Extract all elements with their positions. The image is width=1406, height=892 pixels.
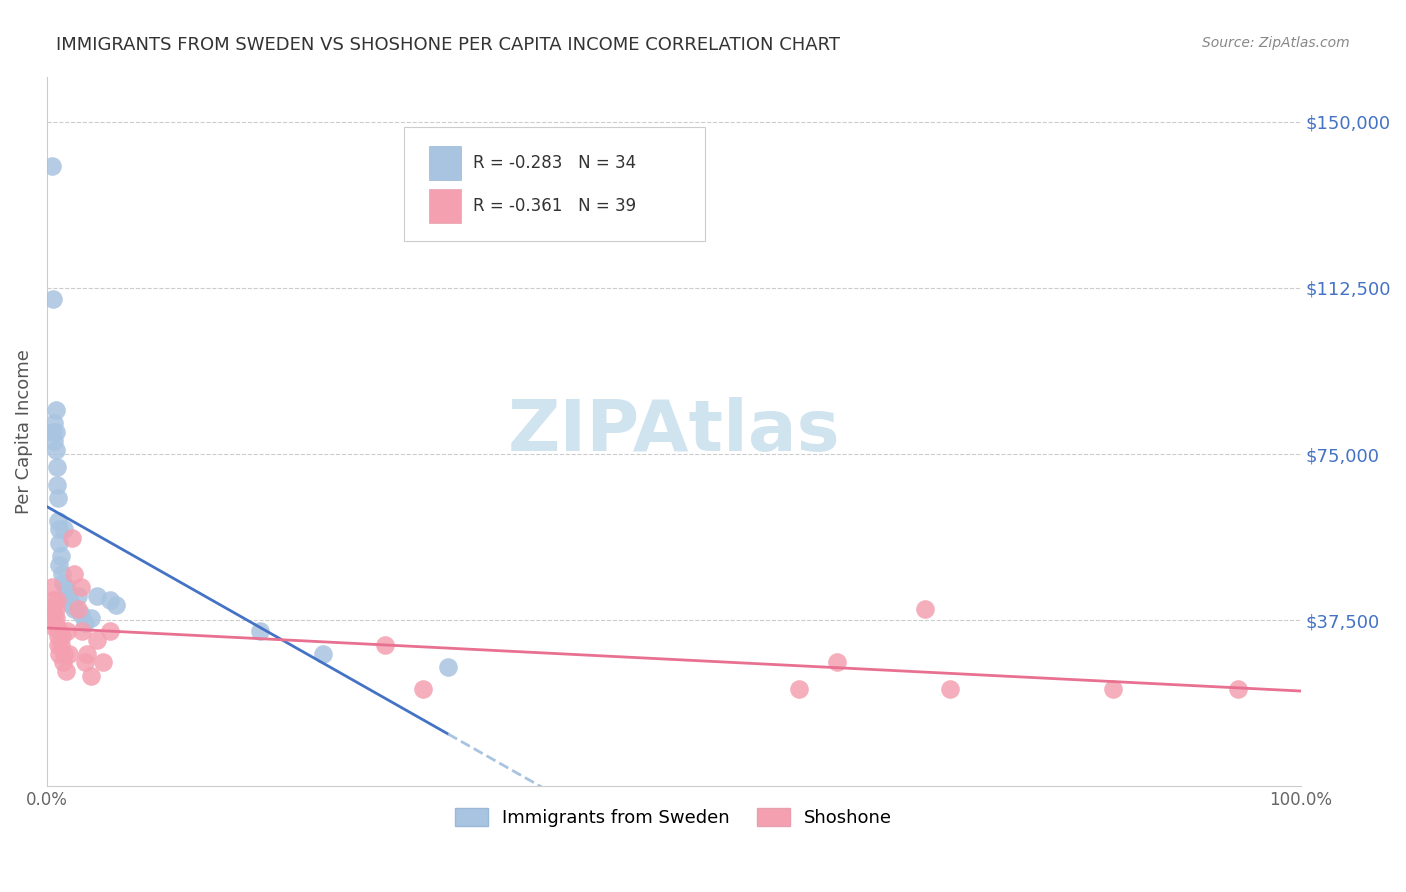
- Point: [44, 416, 66, 430]
- Point: [46, 514, 69, 528]
- FancyBboxPatch shape: [429, 189, 461, 223]
- Point: [60, 531, 83, 545]
- Point: [44, 611, 66, 625]
- Point: [45, 442, 67, 457]
- Point: [67, 602, 90, 616]
- Text: IMMIGRANTS FROM SWEDEN VS SHOSHONE PER CAPITA INCOME CORRELATION CHART: IMMIGRANTS FROM SWEDEN VS SHOSHONE PER C…: [56, 36, 841, 54]
- Point: [787, 681, 810, 696]
- Point: [412, 681, 434, 696]
- Point: [1101, 681, 1123, 696]
- Point: [56, 624, 79, 639]
- Point: [86, 633, 108, 648]
- Point: [42, 425, 65, 439]
- Point: [45, 620, 67, 634]
- Point: [80, 669, 103, 683]
- Point: [48, 647, 70, 661]
- Point: [53, 523, 76, 537]
- Point: [91, 656, 114, 670]
- Point: [73, 656, 96, 670]
- Point: [41, 580, 63, 594]
- Point: [46, 629, 69, 643]
- FancyBboxPatch shape: [429, 146, 461, 180]
- Text: ZIPAtlas: ZIPAtlas: [508, 398, 839, 467]
- Text: R = -0.361   N = 39: R = -0.361 N = 39: [474, 197, 637, 215]
- Point: [55, 580, 77, 594]
- Text: Source: ZipAtlas.com: Source: ZipAtlas.com: [1202, 36, 1350, 50]
- Point: [45, 611, 67, 625]
- Point: [69, 580, 91, 594]
- Point: [63, 602, 86, 616]
- Point: [249, 624, 271, 639]
- Point: [69, 607, 91, 621]
- Point: [49, 549, 72, 563]
- Point: [80, 611, 103, 625]
- FancyBboxPatch shape: [404, 127, 704, 241]
- Point: [42, 602, 65, 616]
- Point: [104, 598, 127, 612]
- Point: [44, 620, 66, 634]
- Point: [41, 159, 63, 173]
- Point: [1226, 681, 1249, 696]
- Point: [73, 615, 96, 630]
- Point: [42, 292, 65, 306]
- Point: [825, 656, 848, 670]
- Point: [60, 598, 83, 612]
- Point: [63, 566, 86, 581]
- Point: [53, 647, 76, 661]
- Point: [48, 523, 70, 537]
- Point: [48, 558, 70, 572]
- Point: [45, 593, 67, 607]
- Point: [45, 602, 67, 616]
- Point: [86, 589, 108, 603]
- Point: [45, 478, 67, 492]
- Point: [70, 624, 93, 639]
- Point: [48, 535, 70, 549]
- Point: [52, 575, 75, 590]
- Y-axis label: Per Capita Income: Per Capita Income: [15, 350, 32, 515]
- Point: [437, 660, 460, 674]
- Point: [58, 647, 80, 661]
- Point: [58, 589, 80, 603]
- Point: [98, 624, 121, 639]
- Text: R = -0.283   N = 34: R = -0.283 N = 34: [474, 154, 637, 172]
- Point: [46, 638, 69, 652]
- Point: [914, 602, 936, 616]
- Point: [45, 460, 67, 475]
- Point: [56, 584, 79, 599]
- Point: [42, 593, 65, 607]
- Point: [76, 647, 98, 661]
- Point: [312, 647, 335, 661]
- Point: [51, 566, 73, 581]
- Point: [374, 638, 396, 652]
- Point: [46, 491, 69, 506]
- Point: [67, 589, 90, 603]
- Point: [45, 425, 67, 439]
- Point: [48, 624, 70, 639]
- Point: [45, 402, 67, 417]
- Point: [52, 656, 75, 670]
- Legend: Immigrants from Sweden, Shoshone: Immigrants from Sweden, Shoshone: [449, 800, 900, 834]
- Point: [51, 629, 73, 643]
- Point: [44, 434, 66, 448]
- Point: [55, 665, 77, 679]
- Point: [938, 681, 960, 696]
- Point: [49, 638, 72, 652]
- Point: [98, 593, 121, 607]
